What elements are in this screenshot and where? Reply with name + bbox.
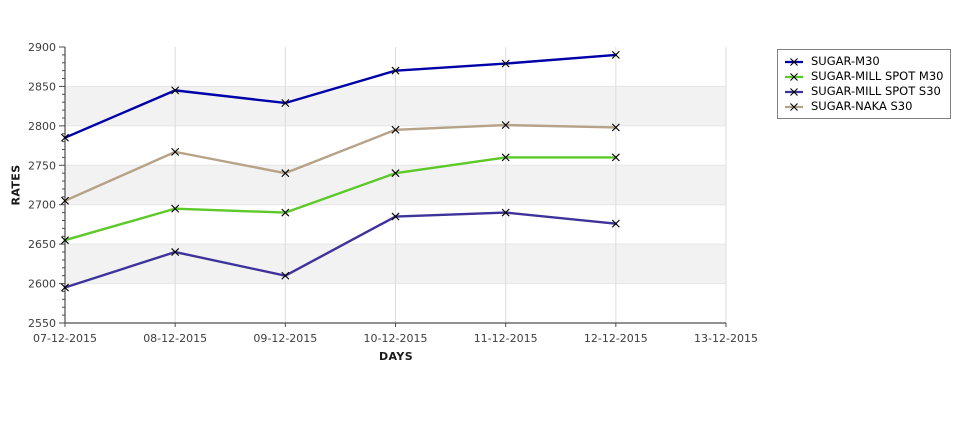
data-point-x-marker	[611, 123, 620, 132]
data-point-x-marker	[61, 236, 69, 245]
data-point-x-marker	[281, 271, 290, 280]
data-point-x-marker	[61, 196, 69, 205]
data-point-x-marker	[611, 50, 620, 59]
x-tick-label: 09-12-2015	[253, 332, 317, 345]
series-line-1	[63, 156, 618, 242]
legend-entry: SUGAR-M30	[784, 54, 943, 69]
data-point-x-marker	[171, 204, 180, 213]
data-point-x-marker	[171, 86, 180, 95]
data-point-x-marker	[61, 133, 69, 142]
x-tick-label: 10-12-2015	[364, 332, 428, 345]
data-point-x-marker	[281, 169, 290, 178]
y-axis-title: RATES	[9, 164, 23, 206]
legend-line-x-marker-icon	[785, 72, 803, 81]
data-point-x-marker	[61, 283, 69, 292]
legend-line-x-marker-icon	[785, 102, 803, 111]
y-tick-label: 2700	[28, 199, 56, 212]
data-point-x-marker	[391, 66, 400, 75]
y-tick-label: 2900	[28, 41, 56, 54]
y-tick-label: 2650	[28, 238, 56, 251]
data-point-x-marker	[171, 248, 180, 257]
legend-entry: SUGAR-MILL SPOT M30	[784, 69, 943, 84]
data-point-x-marker	[501, 153, 510, 162]
series-line-2	[63, 211, 618, 289]
data-point-x-marker	[611, 153, 620, 162]
legend-label: SUGAR-M30	[811, 54, 880, 68]
data-point-x-marker	[281, 208, 290, 217]
series-line-0	[63, 53, 618, 139]
legend-entry: SUGAR-NAKA S30	[784, 99, 943, 114]
x-tick-label: 12-12-2015	[584, 332, 648, 345]
y-tick-label: 2750	[28, 159, 56, 172]
data-point-x-marker	[391, 125, 400, 134]
data-point-x-marker	[501, 59, 510, 68]
data-point-x-marker	[281, 98, 290, 107]
y-tick-label: 2800	[28, 120, 56, 133]
data-point-x-marker	[171, 147, 180, 156]
legend-entry: SUGAR-MILL SPOT S30	[784, 84, 943, 99]
data-point-x-marker	[501, 208, 510, 217]
x-tick-label: 13-12-2015	[694, 332, 758, 345]
series-line-3	[63, 123, 618, 202]
y-tick-label: 2850	[28, 80, 56, 93]
data-point-x-marker	[391, 212, 400, 221]
data-point-x-marker	[501, 121, 510, 130]
legend-label: SUGAR-MILL SPOT M30	[811, 69, 944, 83]
x-tick-label: 08-12-2015	[143, 332, 207, 345]
x-axis-title: DAYS	[378, 350, 414, 363]
legend-label: SUGAR-NAKA S30	[811, 99, 913, 113]
data-point-x-marker	[611, 219, 620, 228]
legend-line-x-marker-icon	[785, 57, 803, 66]
data-point-x-marker	[391, 169, 400, 178]
legend-line-x-marker-icon	[785, 87, 803, 96]
legend: SUGAR-M30 SUGAR-MILL SPOT M30 SUGAR-MILL…	[777, 49, 952, 119]
y-tick-label: 2550	[28, 317, 56, 330]
x-tick-label: 11-12-2015	[474, 332, 538, 345]
x-tick-label: 07-12-2015	[33, 332, 97, 345]
y-tick-label: 2600	[28, 278, 56, 291]
legend-label: SUGAR-MILL SPOT S30	[811, 84, 941, 98]
